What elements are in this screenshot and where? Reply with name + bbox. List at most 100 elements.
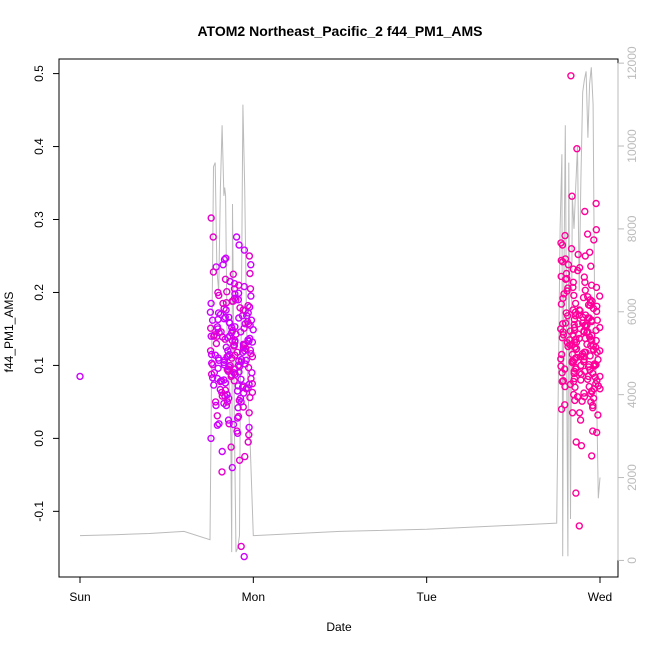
data-point <box>242 356 250 364</box>
data-point <box>587 317 596 326</box>
data-point <box>241 320 249 328</box>
data-point <box>577 442 586 450</box>
data-point <box>212 401 220 410</box>
points-layer <box>76 72 604 561</box>
data-point <box>229 420 238 429</box>
data-point <box>228 463 237 472</box>
data-point <box>586 333 594 341</box>
y2-tick-label: 4000 <box>625 381 639 408</box>
data-point <box>570 320 578 329</box>
data-point <box>208 316 217 324</box>
data-point <box>592 307 601 316</box>
data-point <box>76 372 84 381</box>
data-point <box>593 377 601 385</box>
x-tick-label: Sun <box>69 590 90 604</box>
data-point <box>230 369 238 377</box>
data-point <box>245 252 254 260</box>
y2-tick-label: 6000 <box>625 298 639 325</box>
data-point <box>581 311 590 319</box>
data-point <box>207 434 215 443</box>
data-point <box>248 380 257 388</box>
data-point <box>583 340 591 348</box>
data-point <box>208 361 217 369</box>
data-point <box>215 291 223 300</box>
data-point <box>578 397 586 405</box>
data-point <box>244 384 252 392</box>
data-point <box>561 401 569 409</box>
data-point <box>217 377 226 385</box>
data-point <box>588 388 596 396</box>
data-point <box>213 421 222 429</box>
y2-tick-label: 10000 <box>625 129 639 163</box>
data-point <box>206 308 215 316</box>
data-point <box>235 241 243 249</box>
data-point <box>592 343 600 351</box>
data-point <box>241 340 249 348</box>
data-point <box>209 381 218 389</box>
data-point <box>246 393 254 402</box>
y2-tick-label: 8000 <box>625 215 639 242</box>
data-point <box>571 308 580 316</box>
data-point <box>206 347 215 355</box>
data-point <box>229 270 238 278</box>
data-point <box>220 361 228 369</box>
data-point <box>592 283 601 292</box>
data-point <box>244 301 252 310</box>
data-point <box>238 348 247 356</box>
y-tick-label: 0.3 <box>32 211 46 228</box>
data-point <box>231 336 239 345</box>
x-tick-label: Mon <box>242 590 265 604</box>
data-point <box>224 394 233 402</box>
data-point <box>590 236 598 244</box>
data-point <box>227 328 236 337</box>
y-tick-label: 0.2 <box>32 284 46 301</box>
data-point <box>218 392 227 400</box>
data-point <box>248 353 257 361</box>
data-point <box>593 302 601 310</box>
data-point <box>213 323 222 331</box>
data-point <box>231 323 239 331</box>
y-tick-label: -0.1 <box>32 501 46 522</box>
data-point <box>570 315 579 324</box>
data-point <box>589 427 597 435</box>
data-point <box>234 412 243 421</box>
data-point <box>571 312 580 320</box>
data-point <box>580 273 588 281</box>
data-point <box>592 199 600 208</box>
y2-tick-label: 2000 <box>625 464 639 491</box>
data-point <box>214 364 222 372</box>
data-point <box>574 250 582 259</box>
data-point <box>244 320 253 328</box>
y-axis-label: f44_PM1_AMS <box>2 292 16 373</box>
data-point <box>232 233 241 241</box>
data-point <box>237 542 245 551</box>
data-point <box>207 370 216 378</box>
data-point <box>213 374 222 383</box>
data-point <box>576 416 585 424</box>
data-point <box>218 447 226 456</box>
data-point <box>237 375 245 383</box>
data-point <box>586 352 594 360</box>
x-tick-label: Tue <box>417 590 438 604</box>
data-point <box>215 420 223 428</box>
data-point <box>589 401 597 410</box>
data-point <box>579 293 588 302</box>
data-point <box>248 369 256 377</box>
data-point <box>557 355 565 363</box>
data-point <box>209 233 217 241</box>
data-point <box>230 285 239 293</box>
data-point <box>572 344 581 353</box>
data-point <box>219 299 227 308</box>
data-point <box>236 328 245 336</box>
data-point <box>225 318 234 327</box>
data-point <box>213 332 221 340</box>
data-point <box>231 370 239 378</box>
data-point <box>557 325 565 333</box>
data-point <box>240 246 249 254</box>
data-point <box>589 345 598 354</box>
data-point <box>584 372 593 381</box>
data-point <box>571 299 580 308</box>
data-point <box>223 288 231 296</box>
data-point <box>207 214 215 222</box>
